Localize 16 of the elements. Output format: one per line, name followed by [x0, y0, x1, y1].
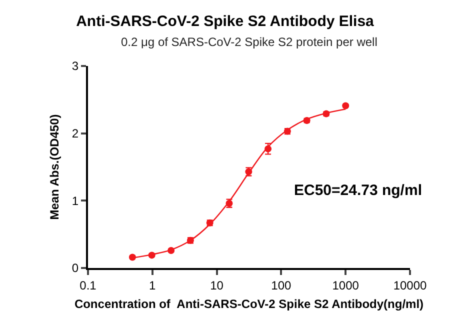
chart-subtitle: 0.2 μg of SARS-CoV-2 Spike S2 protein per well	[121, 35, 378, 49]
y-tick-label: 3	[72, 59, 79, 74]
x-tick-label: 1000	[332, 278, 360, 292]
y-tick-label: 0	[72, 261, 79, 276]
x-tick-label: 100	[271, 278, 292, 292]
y-tick-label: 1	[72, 194, 79, 208]
x-tick-label: 0.1	[80, 278, 97, 292]
x-axis-title: Concentration of Anti-SARS-CoV-2 Spike S2 Antibody(ng/ml)	[74, 296, 424, 311]
x-tick-label: 10000	[393, 278, 428, 292]
x-tick-label: 1	[149, 278, 156, 292]
annotation: EC50=24.73 ng/ml	[294, 182, 422, 199]
y-tick-label: 2	[72, 126, 79, 141]
point	[264, 145, 272, 152]
y-axis-title: Mean Abs.(OD450)	[48, 114, 62, 220]
chart-title: Anti-SARS-CoV-2 Spike S2 Antibody Elisa	[76, 13, 375, 30]
x-tick-label: 10	[210, 278, 224, 292]
